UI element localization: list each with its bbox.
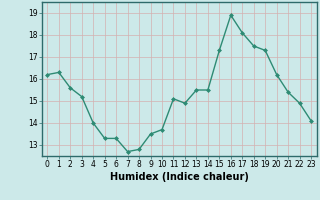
X-axis label: Humidex (Indice chaleur): Humidex (Indice chaleur) (110, 172, 249, 182)
